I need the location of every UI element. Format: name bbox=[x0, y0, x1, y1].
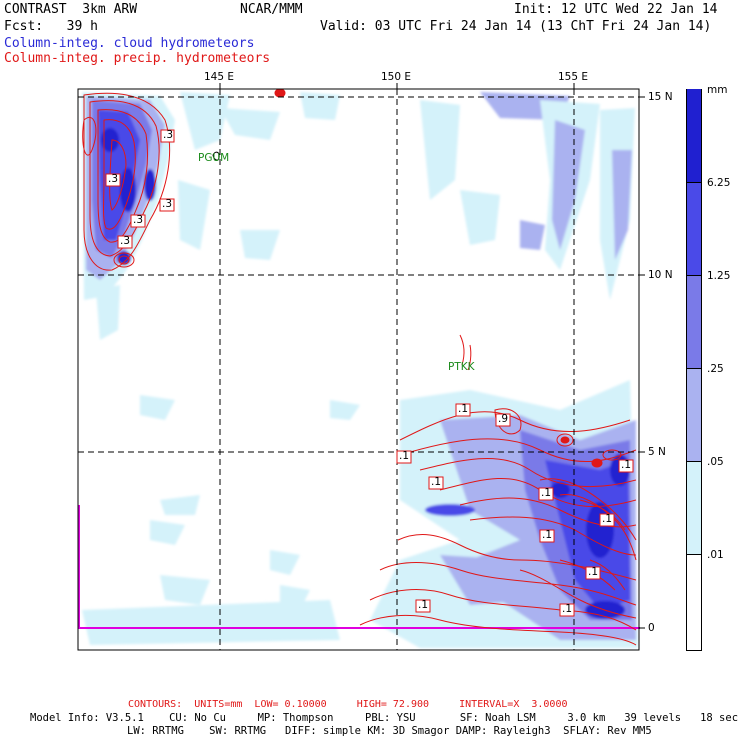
map-frame bbox=[77, 88, 640, 651]
contour-label: .1 bbox=[418, 599, 429, 611]
lon-label: 155 E bbox=[558, 71, 589, 83]
lat-label: 15 N bbox=[648, 91, 673, 103]
model-info-line1: Model Info: V3.5.1 CU: No Cu MP: Thompso… bbox=[30, 712, 739, 724]
contour-info: CONTOURS: UNITS=mm LOW= 0.10000 HIGH= 72… bbox=[128, 699, 568, 710]
init-time: Init: 12 UTC Wed 22 Jan 14 bbox=[514, 2, 718, 17]
organization: NCAR/MMM bbox=[240, 2, 303, 17]
ticks bbox=[219, 83, 645, 629]
lat-label: 0 bbox=[648, 622, 655, 634]
contour-label: .3 bbox=[133, 214, 144, 226]
contour-label: .3 bbox=[120, 235, 131, 247]
forecast-hour: Fcst: 39 h bbox=[4, 19, 98, 34]
contour-label: .1 bbox=[602, 513, 613, 525]
contour-label: .9 bbox=[498, 413, 509, 425]
contour-label: .1 bbox=[399, 450, 410, 462]
lat-label: 10 N bbox=[648, 269, 673, 281]
contour-label: .1 bbox=[541, 487, 552, 499]
colorbar-swatch bbox=[686, 368, 702, 462]
contour-label: .1 bbox=[588, 566, 599, 578]
colorbar-level: .05 bbox=[707, 456, 724, 468]
field-precip-label: Column-integ. precip. hydrometeors bbox=[4, 51, 271, 66]
colorbar-swatch bbox=[686, 461, 702, 555]
model-info-line2: LW: RRTMG SW: RRTMG DIFF: simple KM: 3D … bbox=[127, 725, 652, 737]
contour-label: .3 bbox=[162, 198, 173, 210]
station-label-pgum: PGUM bbox=[198, 152, 230, 164]
colorbar-swatch bbox=[686, 182, 702, 276]
station-label-ptkk: PTKK bbox=[448, 361, 475, 373]
contour-label: .1 bbox=[542, 529, 553, 541]
lon-label: 145 E bbox=[204, 71, 235, 83]
contour-label: .1 bbox=[621, 459, 632, 471]
field-cloud-label: Column-integ. cloud hydrometeors bbox=[4, 36, 255, 51]
precip-contours bbox=[82, 88, 637, 646]
lat-label: 5 N bbox=[648, 446, 666, 458]
colorbar-unit: mm bbox=[707, 84, 728, 96]
colorbar-level: 6.25 bbox=[707, 177, 731, 189]
contour-label: .1 bbox=[458, 403, 469, 415]
cloud-shading bbox=[82, 92, 638, 648]
colorbar-level: .25 bbox=[707, 363, 724, 375]
lon-label: 150 E bbox=[381, 71, 412, 83]
valid-time: Valid: 03 UTC Fri 24 Jan 14 (13 ChT Fri … bbox=[320, 19, 712, 34]
contour-label-boxes bbox=[105, 129, 634, 617]
contour-label: .3 bbox=[108, 173, 119, 185]
domain-border bbox=[78, 505, 640, 629]
contour-label: .1 bbox=[431, 476, 442, 488]
contour-label: .1 bbox=[562, 603, 573, 615]
colorbar-swatch bbox=[686, 275, 702, 369]
colorbar-swatch bbox=[686, 89, 702, 182]
guam-outline bbox=[212, 151, 220, 161]
model-name: CONTRAST 3km ARW bbox=[4, 2, 138, 17]
colorbar-level: .01 bbox=[707, 549, 724, 561]
graticule bbox=[78, 89, 639, 650]
contour-label: .3 bbox=[163, 129, 174, 141]
colorbar-level: 1.25 bbox=[707, 270, 731, 282]
colorbar-swatch bbox=[686, 554, 702, 651]
